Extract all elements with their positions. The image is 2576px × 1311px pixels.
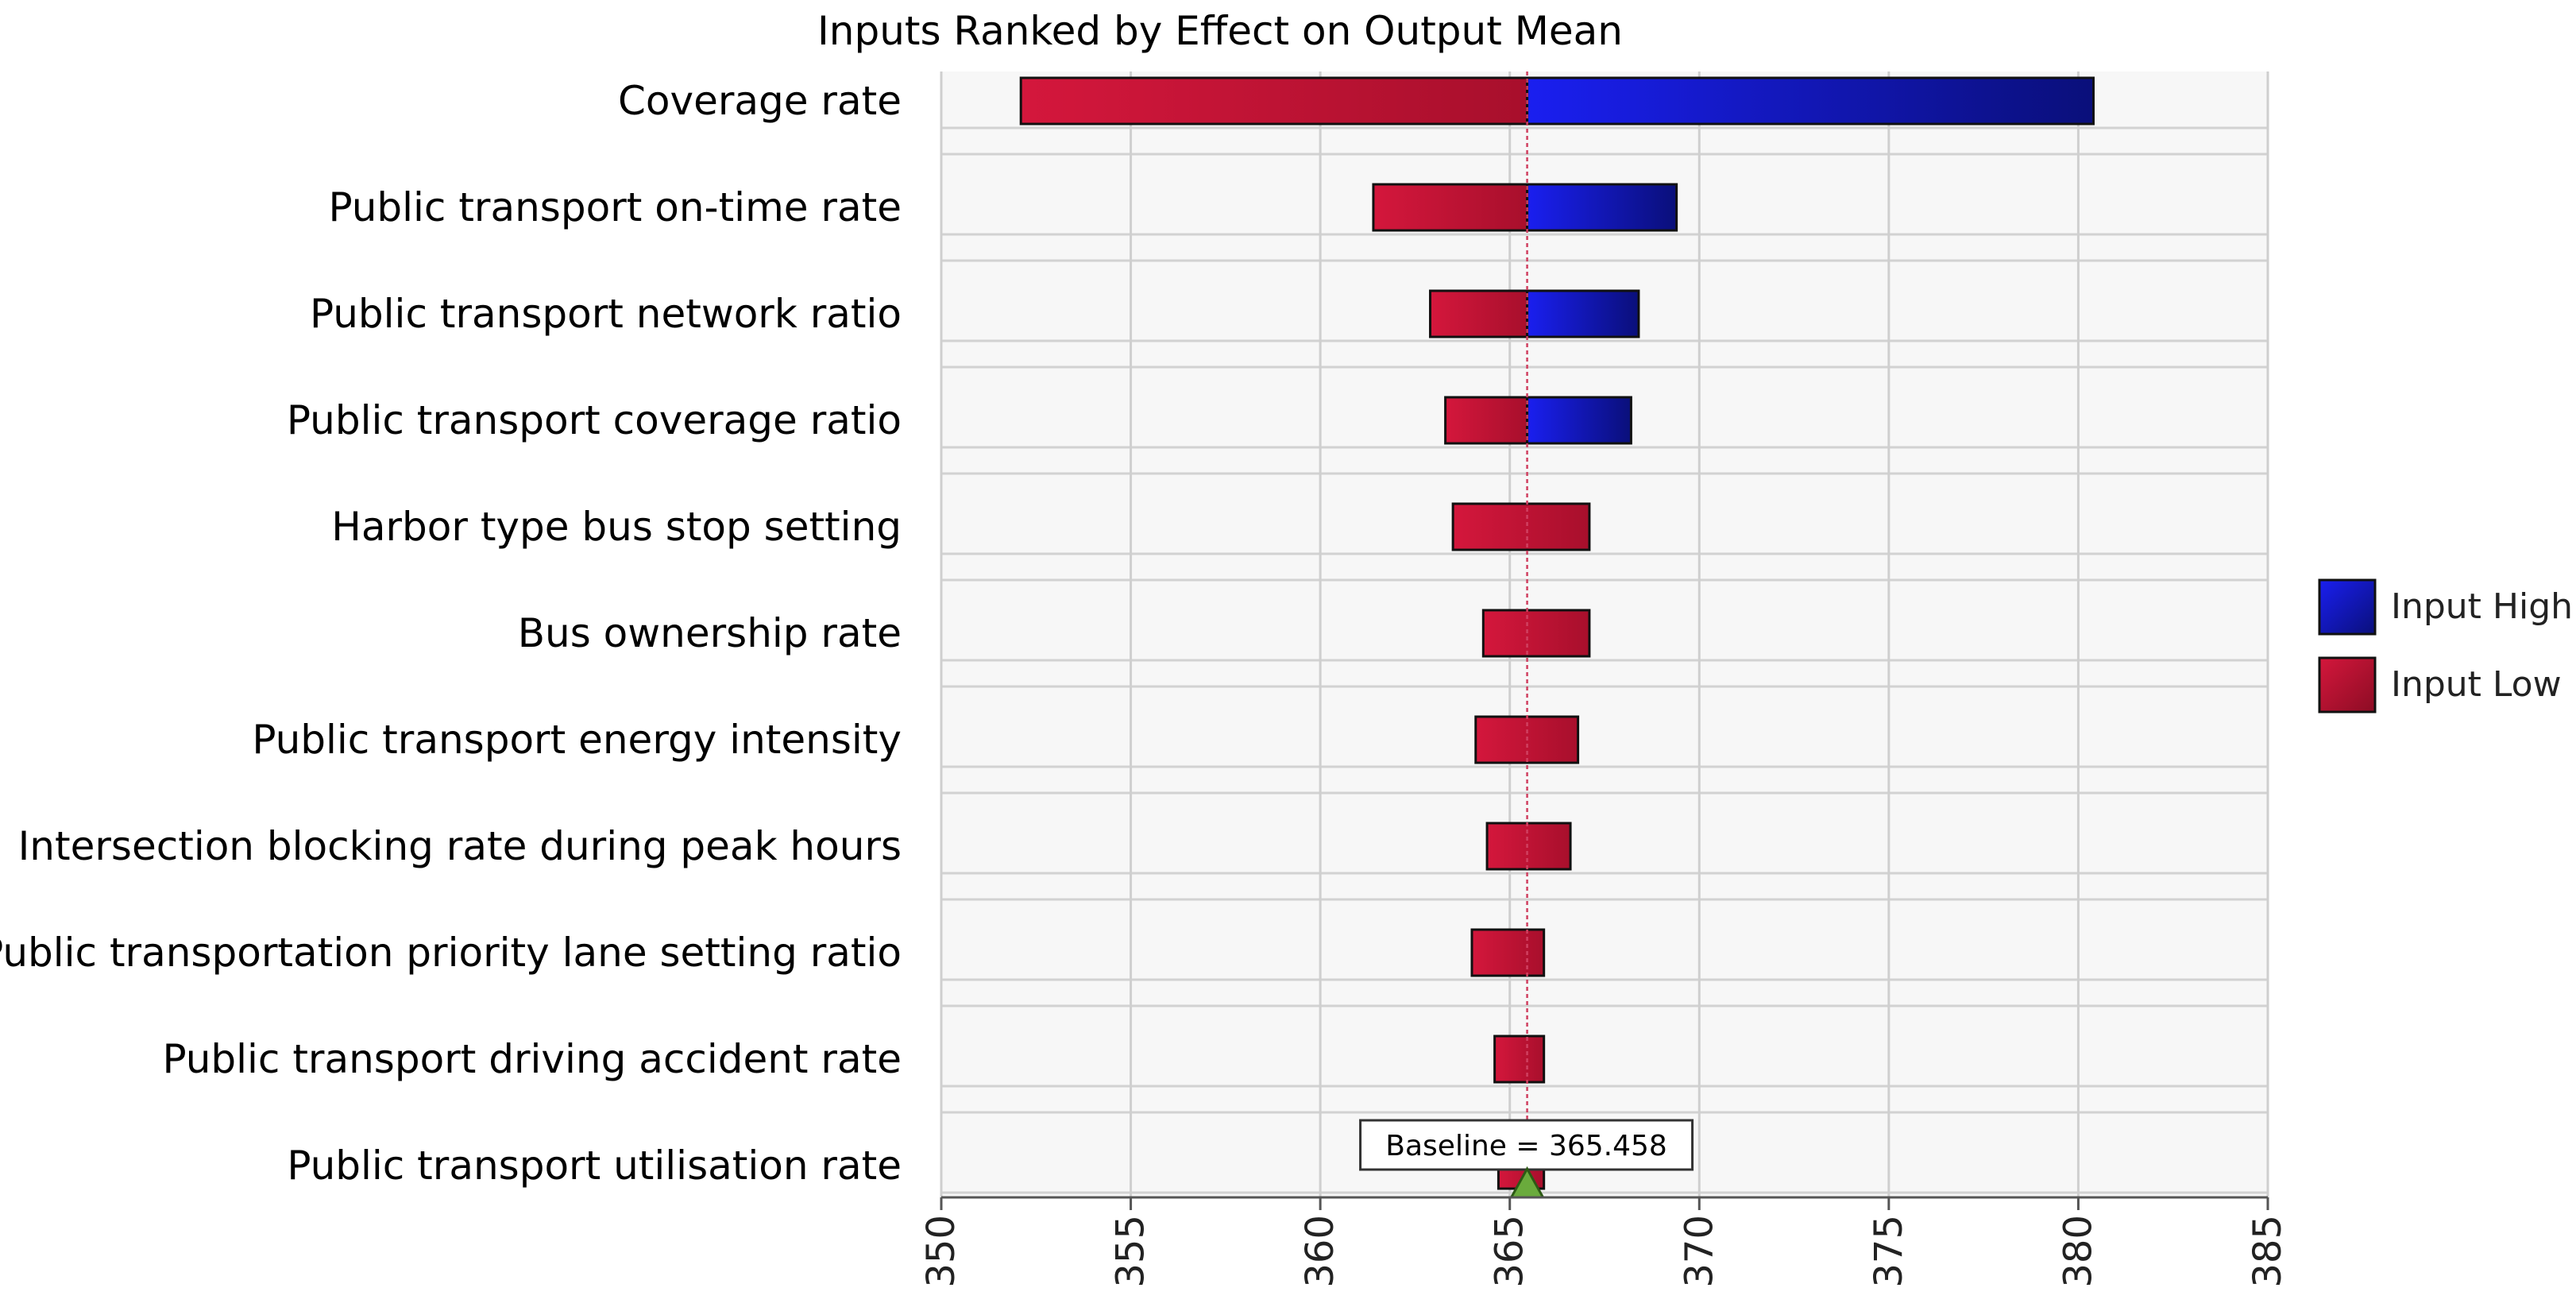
category-label-coverage-rate: Coverage rate [618, 78, 902, 124]
category-label-public-transport-on-time-rate: Public transport on-time rate [328, 184, 902, 230]
bar-input-low [1485, 822, 1572, 871]
x-tick-label: 350 [919, 1215, 964, 1288]
bar-row-intersection-blocking-rate-during-peak-hours [1485, 822, 1572, 871]
bar-input-low [1372, 183, 1529, 232]
bar-row-bus-ownership-rate [1481, 609, 1591, 658]
baseline-label-box [1359, 1119, 1694, 1171]
bar-input-high [1526, 396, 1632, 445]
x-tick-label: 375 [1867, 1215, 1911, 1288]
bar-row-public-transport-driving-accident-rate [1493, 1034, 1546, 1084]
legend-item-high: Input High [2318, 578, 2573, 636]
bar-row-public-transport-coverage-ratio [1444, 396, 1632, 445]
category-label-intersection-blocking-rate-during-peak-hours: Intersection blocking rate during peak h… [18, 823, 902, 869]
legend-swatch-high [2318, 578, 2377, 636]
bar-input-low [1470, 928, 1546, 977]
bars [1019, 76, 2095, 1190]
bar-input-high [1526, 76, 2095, 126]
category-label-harbor-type-bus-stop-setting: Harbor type bus stop setting [331, 504, 902, 550]
category-labels: Coverage rate Public transport on-time ra… [0, 78, 902, 1189]
bar-row-coverage-rate [1019, 76, 2095, 126]
baseline-label: Baseline = 365.458 [1385, 1130, 1667, 1162]
category-label-public-transportation-priority-lane-setting-ratio: Public transportation priority lane sett… [0, 930, 902, 976]
bar-row-public-transport-network-ratio [1429, 289, 1640, 338]
category-label-public-transport-utilisation-rate: Public transport utilisation rate [287, 1143, 902, 1189]
legend: Input High Input Low [2318, 578, 2573, 714]
bar-row-public-transportation-priority-lane-setting-ratio [1470, 928, 1546, 977]
bar-input-low [1019, 76, 1529, 126]
legend-item-low: Input Low [2318, 656, 2562, 714]
legend-swatch-low [2318, 656, 2377, 714]
bar-input-high [1526, 183, 1678, 232]
bar-input-low [1493, 1034, 1546, 1084]
bar-input-low [1429, 289, 1529, 338]
x-axis-ticks: 350 355 360 365 370 375 380 385 [919, 1197, 2290, 1288]
category-label-public-transport-coverage-ratio: Public transport coverage ratio [287, 397, 902, 443]
bar-input-high [1526, 289, 1640, 338]
plot-area [941, 72, 2268, 1197]
x-tick-label: 380 [2056, 1215, 2100, 1288]
bar-row-harbor-type-bus-stop-setting [1451, 502, 1591, 551]
x-tick-label: 365 [1488, 1215, 1532, 1288]
category-label-bus-ownership-rate: Bus ownership rate [518, 610, 902, 656]
baseline-callout: Baseline = 365.458 [1359, 1119, 1694, 1171]
chart-title: Inputs Ranked by Effect on Output Mean [817, 8, 1623, 54]
category-label-public-transport-driving-accident-rate: Public transport driving accident rate [162, 1036, 902, 1082]
legend-label-high: Input High [2391, 586, 2573, 627]
category-label-public-transport-energy-intensity: Public transport energy intensity [252, 717, 902, 763]
category-label-public-transport-network-ratio: Public transport network ratio [310, 291, 902, 337]
bar-row-public-transport-on-time-rate [1372, 183, 1678, 232]
bar-input-low [1451, 502, 1591, 551]
x-tick-label: 385 [2246, 1215, 2290, 1288]
legend-label-low: Input Low [2391, 664, 2562, 705]
x-tick-label: 360 [1298, 1215, 1342, 1288]
x-tick-label: 355 [1109, 1215, 1153, 1288]
bar-input-low [1444, 396, 1529, 445]
bar-input-low [1481, 609, 1591, 658]
x-tick-label: 370 [1677, 1215, 1721, 1288]
